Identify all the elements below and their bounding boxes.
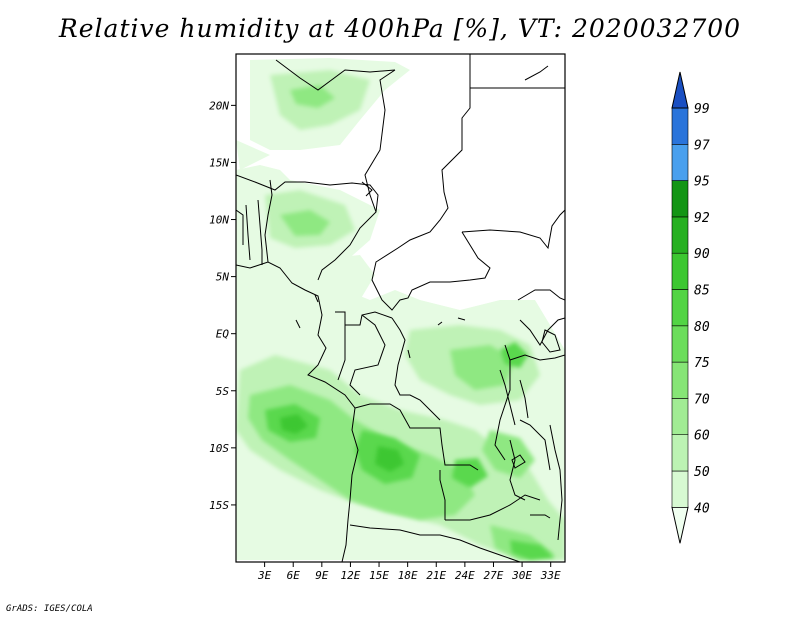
credit-text: GrADS: IGES/COLA [6, 604, 93, 614]
colorbar-upper-arrow [671, 71, 689, 109]
lat-tick-label: 5N [216, 271, 230, 284]
lon-tick-label: 27E [484, 569, 504, 582]
colorbar-label: 92 [694, 211, 710, 226]
humidity-field [236, 58, 565, 560]
colorbar-label: 90 [694, 247, 710, 262]
colorbar-segment [671, 361, 689, 399]
humidity-level-90 [280, 414, 404, 472]
colorbar-label: 85 [694, 284, 710, 299]
lon-tick-label: 12E [340, 569, 360, 582]
country-boundaries [236, 54, 565, 562]
lon-tick-label: 15E [369, 569, 389, 582]
lon-tick-label: 9E [315, 569, 329, 582]
colorbar-segment [671, 107, 689, 145]
colorbar-label: 80 [694, 320, 710, 335]
lon-tick-label: 21E [426, 569, 446, 582]
colorbar-segment [671, 289, 689, 327]
colorbar-segment [671, 325, 689, 363]
colorbar-segment [671, 398, 689, 435]
lon-tick-label: 3E [257, 569, 272, 582]
lon-tick-label: 6E [287, 569, 301, 582]
colorbar-label: 60 [694, 429, 710, 444]
lon-tick-label: 18E [398, 569, 418, 582]
colorbar-lower-arrow [671, 506, 689, 544]
colorbar-label: 95 [694, 175, 710, 190]
lat-tick-label: 10S [209, 442, 229, 455]
map-frame [235, 53, 566, 563]
lon-tick-label: 33E [540, 569, 561, 582]
colorbar-label: 70 [694, 392, 710, 407]
colorbar-label: 50 [694, 465, 710, 480]
colorbar-segment [671, 216, 689, 254]
colorbar-segment [671, 434, 689, 472]
latitude-axis: 20N 15N 10N 5N EQ 5S 10S 15S [209, 99, 236, 512]
colorbar: 40 50 60 70 75 80 85 90 92 95 97 99 [671, 71, 710, 544]
colorbar-segment [671, 252, 689, 290]
lat-tick-label: 20N [209, 99, 229, 112]
longitude-axis: 3E 6E 9E 12E 15E 18E 21E 24E 27E 30E 33E [257, 562, 561, 582]
colorbar-label: 99 [694, 102, 710, 117]
lat-tick-label: 15S [209, 499, 229, 512]
lat-tick-label: EQ [216, 328, 230, 341]
colorbar-label: 97 [694, 138, 710, 153]
lat-tick-label: 5S [216, 385, 230, 398]
lon-tick-label: 30E [511, 569, 532, 582]
colorbar-segment [671, 470, 689, 508]
colorbar-segment [671, 180, 689, 218]
lat-tick-label: 15N [209, 156, 229, 169]
lon-tick-label: 24E [455, 569, 475, 582]
colorbar-label: 40 [694, 501, 710, 516]
lat-tick-label: 10N [209, 214, 229, 227]
colorbar-segment [671, 144, 689, 181]
colorbar-label: 75 [694, 356, 710, 371]
chart-title: Relative humidity at 400hPa [%], VT: 202… [58, 14, 742, 43]
